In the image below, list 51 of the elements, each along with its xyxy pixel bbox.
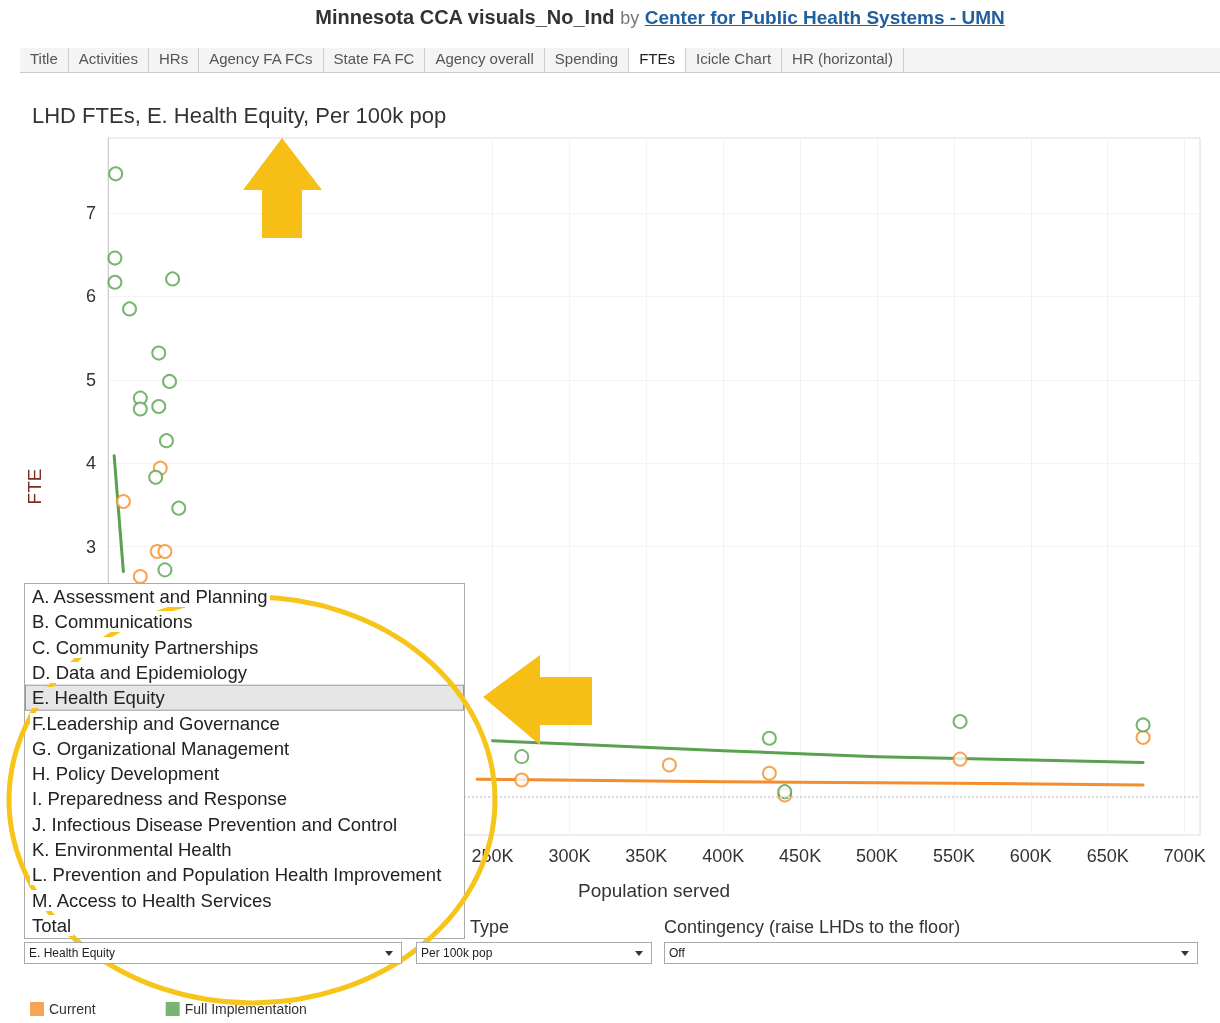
x-tick-label: 500K [855, 846, 899, 866]
x-tick-label: 550K [932, 846, 975, 866]
y-tick-label: 4 [85, 453, 96, 474]
text: Spending [544, 48, 630, 72]
text: Per 100k pop [416, 942, 652, 964]
text: State FA FC [323, 48, 426, 72]
annotation: C. Community Partnerships [30, 636, 261, 658]
annotation: D. Data and Epidemiology [30, 661, 249, 683]
annotation: A. Assessment and Planning [30, 586, 270, 607]
text: HR (horizontal) [782, 48, 904, 72]
annotation: F.Leadership and Governance [30, 712, 282, 734]
text: Minnesota CCA visuals_No_Ind [315, 6, 615, 28]
text: Type [470, 917, 510, 938]
text: Agency overall [425, 48, 545, 72]
text: Total [30, 914, 74, 936]
x-tick-label: 700K [1163, 846, 1206, 866]
text: Activities [68, 48, 149, 72]
x-tick-label: 300K [548, 846, 591, 866]
text: Contingency (raise LHDs to the floor) [664, 917, 961, 938]
x-tick-label: 600K [1009, 846, 1052, 866]
text: E. Health Equity [24, 942, 402, 964]
x-tick-label: 650K [1086, 846, 1129, 866]
y-tick-label: 3 [85, 536, 96, 557]
text: Center for Public Health Systems - UMN [644, 7, 1005, 28]
x-axis-title: Population served [577, 880, 731, 901]
x-tick-label: 400K [702, 846, 745, 866]
text: M. Access to Health Services [30, 889, 274, 911]
y-tick-label: 7 [85, 203, 96, 224]
legend-label: Current [49, 1001, 96, 1017]
text: HRs [148, 48, 200, 72]
annotation: H. Policy Development [30, 763, 222, 785]
x-tick-label: 350K [625, 846, 668, 866]
x-tick-label: 450K [779, 846, 822, 866]
annotation: J. Infectious Disease Prevention and Control [30, 813, 400, 835]
text: FTEs [629, 48, 687, 72]
text: Title [20, 48, 69, 72]
text: Off [664, 942, 1198, 964]
annotation: E. Health Equity [30, 687, 167, 709]
y-tick-label: 5 [85, 369, 96, 390]
text: K. Environmental Health [30, 839, 234, 860]
y-tick-label: 6 [85, 286, 96, 307]
y-axis-title: FTE [24, 468, 45, 505]
text: Icicle Chart [686, 48, 783, 72]
annotation: I. Preparedness and Response [30, 788, 290, 810]
annotation: B. Communications [30, 611, 195, 633]
text: by [620, 8, 640, 28]
annotation: G. Organizational Management [30, 737, 292, 759]
text: Agency FA FCs [199, 48, 324, 72]
legend-label: Full Implementation [184, 1001, 307, 1017]
chart-title: LHD FTEs, E. Health Equity, Per 100k pop [32, 102, 447, 128]
text: L. Prevention and Population Health Improvement [30, 864, 444, 886]
